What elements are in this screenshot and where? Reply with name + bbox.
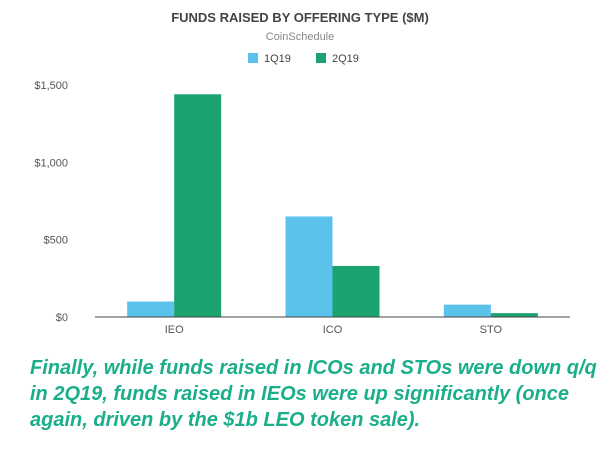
x-tick-label: ICO bbox=[323, 324, 343, 336]
bar-sto-1q19 bbox=[443, 304, 491, 317]
x-tick-label: IEO bbox=[165, 324, 184, 336]
caption: Finally, while funds raised in ICOs and … bbox=[30, 357, 597, 431]
legend-label-2q19: 2Q19 bbox=[332, 53, 359, 65]
legend-label-1q19: 1Q19 bbox=[264, 53, 291, 65]
bar-ico-1q19 bbox=[285, 216, 333, 317]
y-axis: $0 $500 $1,000 $1,500 bbox=[34, 80, 68, 324]
legend-swatch-1q19 bbox=[248, 53, 258, 63]
y-tick-label: $0 bbox=[56, 312, 68, 324]
chart-title: FUNDS RAISED BY OFFERING TYPE ($M) bbox=[171, 10, 429, 25]
chart-subtitle: CoinSchedule bbox=[266, 31, 335, 43]
x-axis: IEO ICO STO bbox=[95, 316, 570, 336]
y-tick-label: $500 bbox=[44, 235, 68, 247]
chart: FUNDS RAISED BY OFFERING TYPE ($M) CoinS… bbox=[34, 10, 570, 336]
x-tick-label: STO bbox=[480, 324, 503, 336]
y-tick-label: $1,500 bbox=[34, 80, 68, 92]
bar-ieo-2q19 bbox=[174, 94, 222, 317]
bars bbox=[127, 94, 538, 317]
bar-ieo-1q19 bbox=[127, 301, 175, 317]
bar-sto-2q19 bbox=[490, 313, 538, 317]
legend: 1Q19 2Q19 bbox=[248, 53, 359, 65]
y-tick-label: $1,000 bbox=[34, 157, 68, 169]
bar-ico-2q19 bbox=[332, 265, 380, 317]
legend-swatch-2q19 bbox=[316, 53, 326, 63]
